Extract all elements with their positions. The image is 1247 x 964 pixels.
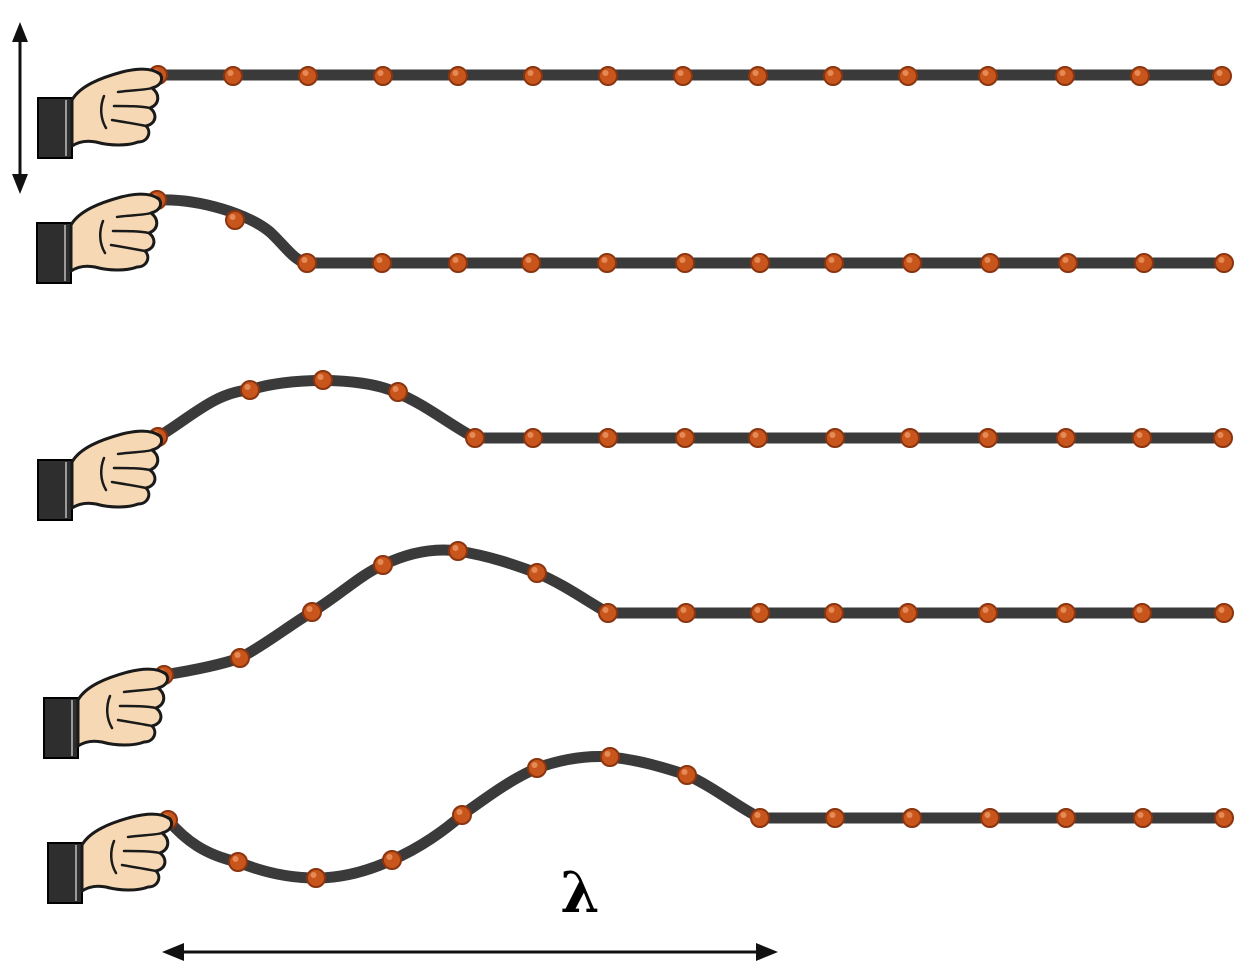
rope-bead xyxy=(223,66,243,86)
rope-bead xyxy=(297,253,317,273)
rope-bead xyxy=(448,253,468,273)
rope-bead xyxy=(448,66,468,86)
rope-bead xyxy=(521,253,541,273)
rope-bead xyxy=(1056,808,1076,828)
rope-bead xyxy=(1214,808,1234,828)
wave-snapshot-3 xyxy=(37,370,1233,521)
rope-bead xyxy=(448,541,468,561)
rope xyxy=(151,194,1230,269)
rope-bead xyxy=(527,563,547,583)
rope-bead xyxy=(824,253,844,273)
rope-bead xyxy=(823,66,843,86)
rope-bead xyxy=(600,747,620,767)
rope-bead xyxy=(597,253,617,273)
rope-bead xyxy=(373,555,393,575)
rope-bead xyxy=(978,428,998,448)
rope-bead xyxy=(1213,428,1233,448)
rope-bead xyxy=(523,66,543,86)
rope-bead xyxy=(978,603,998,623)
rope-bead xyxy=(373,66,393,86)
rope-bead xyxy=(1058,253,1078,273)
rope-bead xyxy=(748,66,768,86)
rope-bead xyxy=(824,603,844,623)
rope-bead xyxy=(748,428,768,448)
rope-bead xyxy=(230,648,250,668)
rope-bead xyxy=(465,428,485,448)
rope-bead xyxy=(1134,253,1154,273)
wavelength-label: λ xyxy=(560,860,599,926)
rope-bead xyxy=(677,765,697,785)
rope-bead xyxy=(750,808,770,828)
rope-bead xyxy=(902,253,922,273)
rope-bead xyxy=(1056,603,1076,623)
rope-bead xyxy=(225,210,245,230)
rope-bead xyxy=(452,805,472,825)
rope-bead xyxy=(980,253,1000,273)
hand-icon xyxy=(43,667,170,759)
wavelength-arrow xyxy=(162,943,778,961)
rope-bead xyxy=(1055,66,1075,86)
rope-bead xyxy=(825,808,845,828)
rope-bead xyxy=(302,602,322,622)
wave-snapshot-1 xyxy=(37,65,1232,159)
rope-bead xyxy=(1130,66,1150,86)
rope-bead xyxy=(675,253,695,273)
rope-bead xyxy=(388,382,408,402)
rope-bead xyxy=(598,428,618,448)
rope-bead xyxy=(527,758,547,778)
rope-bead xyxy=(675,428,695,448)
rope-bead xyxy=(898,603,918,623)
rope-bead xyxy=(1214,253,1234,273)
rope-bead xyxy=(372,253,392,273)
rope-bead xyxy=(298,66,318,86)
rope-bead xyxy=(980,808,1000,828)
hand-icon xyxy=(37,429,164,521)
rope-bead xyxy=(228,852,248,872)
rope-bead xyxy=(902,808,922,828)
hand-icon xyxy=(47,812,174,904)
rope-bead xyxy=(673,66,693,86)
rope-bead xyxy=(598,66,618,86)
rope-bead xyxy=(898,66,918,86)
rope-bead xyxy=(900,428,920,448)
rope-bead xyxy=(825,428,845,448)
wave-snapshot-2 xyxy=(36,190,1234,284)
rope-bead xyxy=(750,253,770,273)
rope-bead xyxy=(1132,428,1152,448)
rope-bead xyxy=(598,603,618,623)
rope-bead xyxy=(382,850,402,870)
rope-bead xyxy=(1212,66,1232,86)
wave-snapshot-4 xyxy=(43,541,1234,759)
vertical-motion-arrow xyxy=(12,22,28,194)
rope-bead xyxy=(1056,428,1076,448)
rope-bead xyxy=(240,380,260,400)
wave-snapshot-5 xyxy=(47,747,1234,904)
rope-bead xyxy=(1214,603,1234,623)
rope-bead xyxy=(313,370,333,390)
rope-bead xyxy=(1133,808,1153,828)
rope-bead xyxy=(523,428,543,448)
rope-bead xyxy=(978,66,998,86)
rope-bead xyxy=(1132,603,1152,623)
hand-icon xyxy=(37,67,164,159)
rope-bead xyxy=(676,603,696,623)
rope-bead xyxy=(306,868,326,888)
hand-icon xyxy=(36,192,163,284)
wave-snapshots xyxy=(36,65,1234,904)
rope-bead xyxy=(750,603,770,623)
